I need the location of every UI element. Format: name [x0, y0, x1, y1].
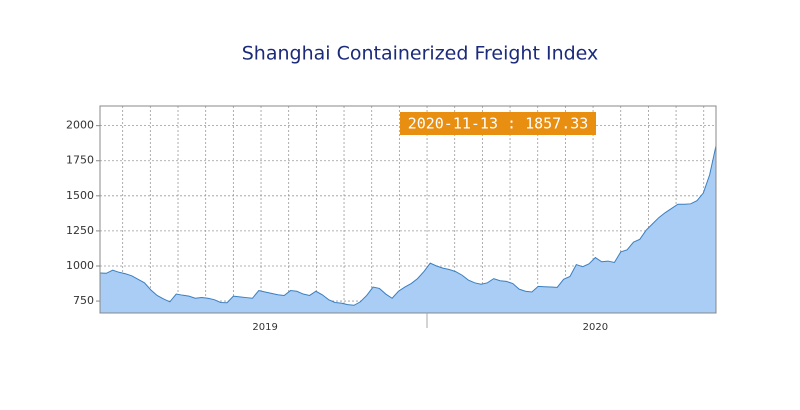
annotation: 2020-11-13 : 1857.33	[408, 115, 589, 133]
y-tick-label: 2000	[66, 119, 94, 132]
plot	[99, 145, 717, 313]
area	[100, 145, 716, 313]
plot-frame	[99, 105, 717, 314]
annotation-box	[400, 112, 596, 135]
chart-title: Shanghai Containerized Freight Index	[242, 43, 599, 65]
y-tick-label: 1750	[66, 154, 94, 167]
x-tick-label: 2020	[583, 322, 608, 333]
y-tick-label: 1250	[66, 224, 94, 237]
y-tick-label: 1000	[66, 259, 94, 272]
y-tick-label: 1500	[66, 189, 94, 202]
y-tick-label: 750	[73, 294, 94, 307]
x-tick-label: 2019	[252, 322, 277, 333]
line	[99, 145, 717, 306]
